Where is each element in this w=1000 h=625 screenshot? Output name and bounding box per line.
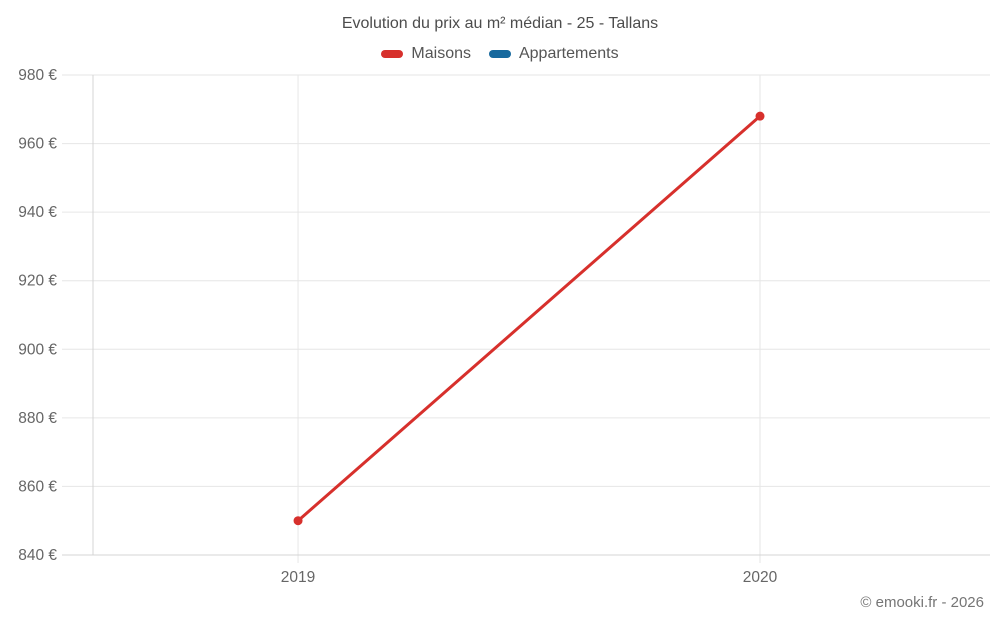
maisons-series-swatch-icon (381, 50, 404, 58)
chart-legend: Maisons Appartements (0, 45, 1000, 63)
y-axis-label: 840 € (18, 547, 57, 564)
y-axis-label: 940 € (18, 204, 57, 221)
y-axis-label: 960 € (18, 136, 57, 153)
y-axis-label: 980 € (18, 67, 57, 84)
series-line-maisons (296, 114, 762, 523)
data-point (293, 516, 303, 526)
legend-item-appartements[interactable]: Appartements (488, 45, 619, 63)
legend-label-maisons: Maisons (411, 45, 471, 62)
y-axis-label: 900 € (18, 341, 57, 358)
y-axis-label: 860 € (18, 478, 57, 495)
copyright-note: © emooki.fr - 2026 (860, 594, 984, 611)
x-axis-label: 2020 (743, 569, 778, 586)
appartements-series-swatch-icon (488, 50, 511, 58)
y-axis-label: 920 € (18, 273, 57, 290)
chart-title: Evolution du prix au m² médian - 25 - Ta… (341, 15, 659, 32)
data-point (755, 111, 765, 121)
x-axis-label: 2019 (281, 569, 315, 586)
y-axis-label: 880 € (18, 410, 57, 427)
legend-item-maisons[interactable]: Maisons (381, 45, 471, 63)
legend-label-appartements: Appartements (518, 45, 619, 62)
